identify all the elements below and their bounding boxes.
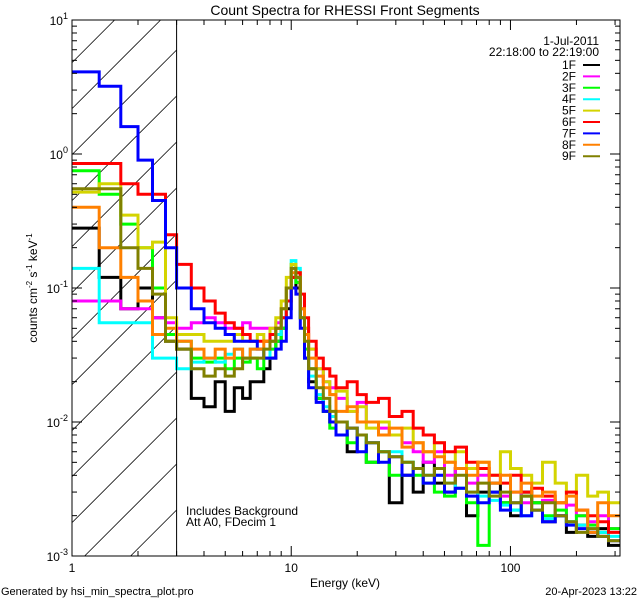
x-tick-labels: 1 10 100: [69, 561, 521, 575]
legend-label-2F: 2F: [562, 69, 576, 83]
series-group: [72, 70, 620, 547]
legend-label-5F: 5F: [562, 104, 576, 118]
hatch-line: [71, 49, 177, 155]
hatch-line: [71, 371, 177, 477]
x-tick-label: 100: [500, 561, 520, 575]
y-tick-label: 10-3: [47, 547, 68, 564]
hatch-line: [71, 417, 177, 523]
footer-timestamp: 20-Apr-2023 13:22: [545, 586, 637, 598]
hatch-line: [71, 95, 177, 201]
x-tick-label: 1: [69, 561, 76, 575]
chart-title: Count Spectra for RHESSI Front Segments: [210, 2, 479, 18]
x-axis-label: Energy (keV): [310, 576, 380, 590]
legend-label-6F: 6F: [562, 115, 576, 129]
annotation-background: Includes Background: [186, 504, 298, 518]
y-axis-label: counts cm-2 s-1 keV-1: [25, 233, 40, 343]
legend-label-1F: 1F: [562, 58, 576, 72]
axis-ticks: [71, 19, 620, 557]
series-line-9F: [72, 187, 620, 543]
excluded-energy-hatch: [71, 19, 177, 557]
hatch-line: [71, 325, 177, 431]
legend-label-7F: 7F: [562, 126, 576, 140]
y-tick-label: 10-1: [47, 279, 68, 296]
hatch-line: [71, 279, 177, 385]
y-tick-label: 101: [50, 11, 68, 28]
legend-time-range: 22:18:00 to 22:19:00: [489, 45, 599, 59]
hatch-line: [71, 233, 177, 339]
y-tick-label: 10-2: [47, 413, 68, 430]
series-line-8F: [72, 205, 620, 534]
legend-label-3F: 3F: [562, 81, 576, 95]
hatch-line: [130, 509, 177, 557]
hatch-line: [71, 19, 115, 63]
annotation-attenuator: Att A0, FDecim 1: [186, 515, 276, 529]
legend-label-4F: 4F: [562, 92, 576, 106]
footer-generated-by: Generated by hsi_min_spectra_plot.pro: [1, 586, 194, 598]
series-line-5F: [72, 182, 620, 505]
series-line-7F: [72, 70, 620, 543]
legend-label-8F: 8F: [562, 138, 576, 152]
hatch-line: [71, 19, 161, 109]
legend-label-9F: 9F: [562, 149, 576, 163]
x-tick-label: 10: [285, 561, 299, 575]
hatch-line: [84, 463, 177, 557]
legend-date: 1-Jul-2011: [543, 34, 599, 48]
y-tick-labels: 101 100 10-1 10-2 10-3: [47, 11, 68, 564]
series-line-2F: [72, 266, 620, 531]
y-tick-label: 100: [50, 145, 68, 162]
hatch-line: [71, 187, 177, 293]
